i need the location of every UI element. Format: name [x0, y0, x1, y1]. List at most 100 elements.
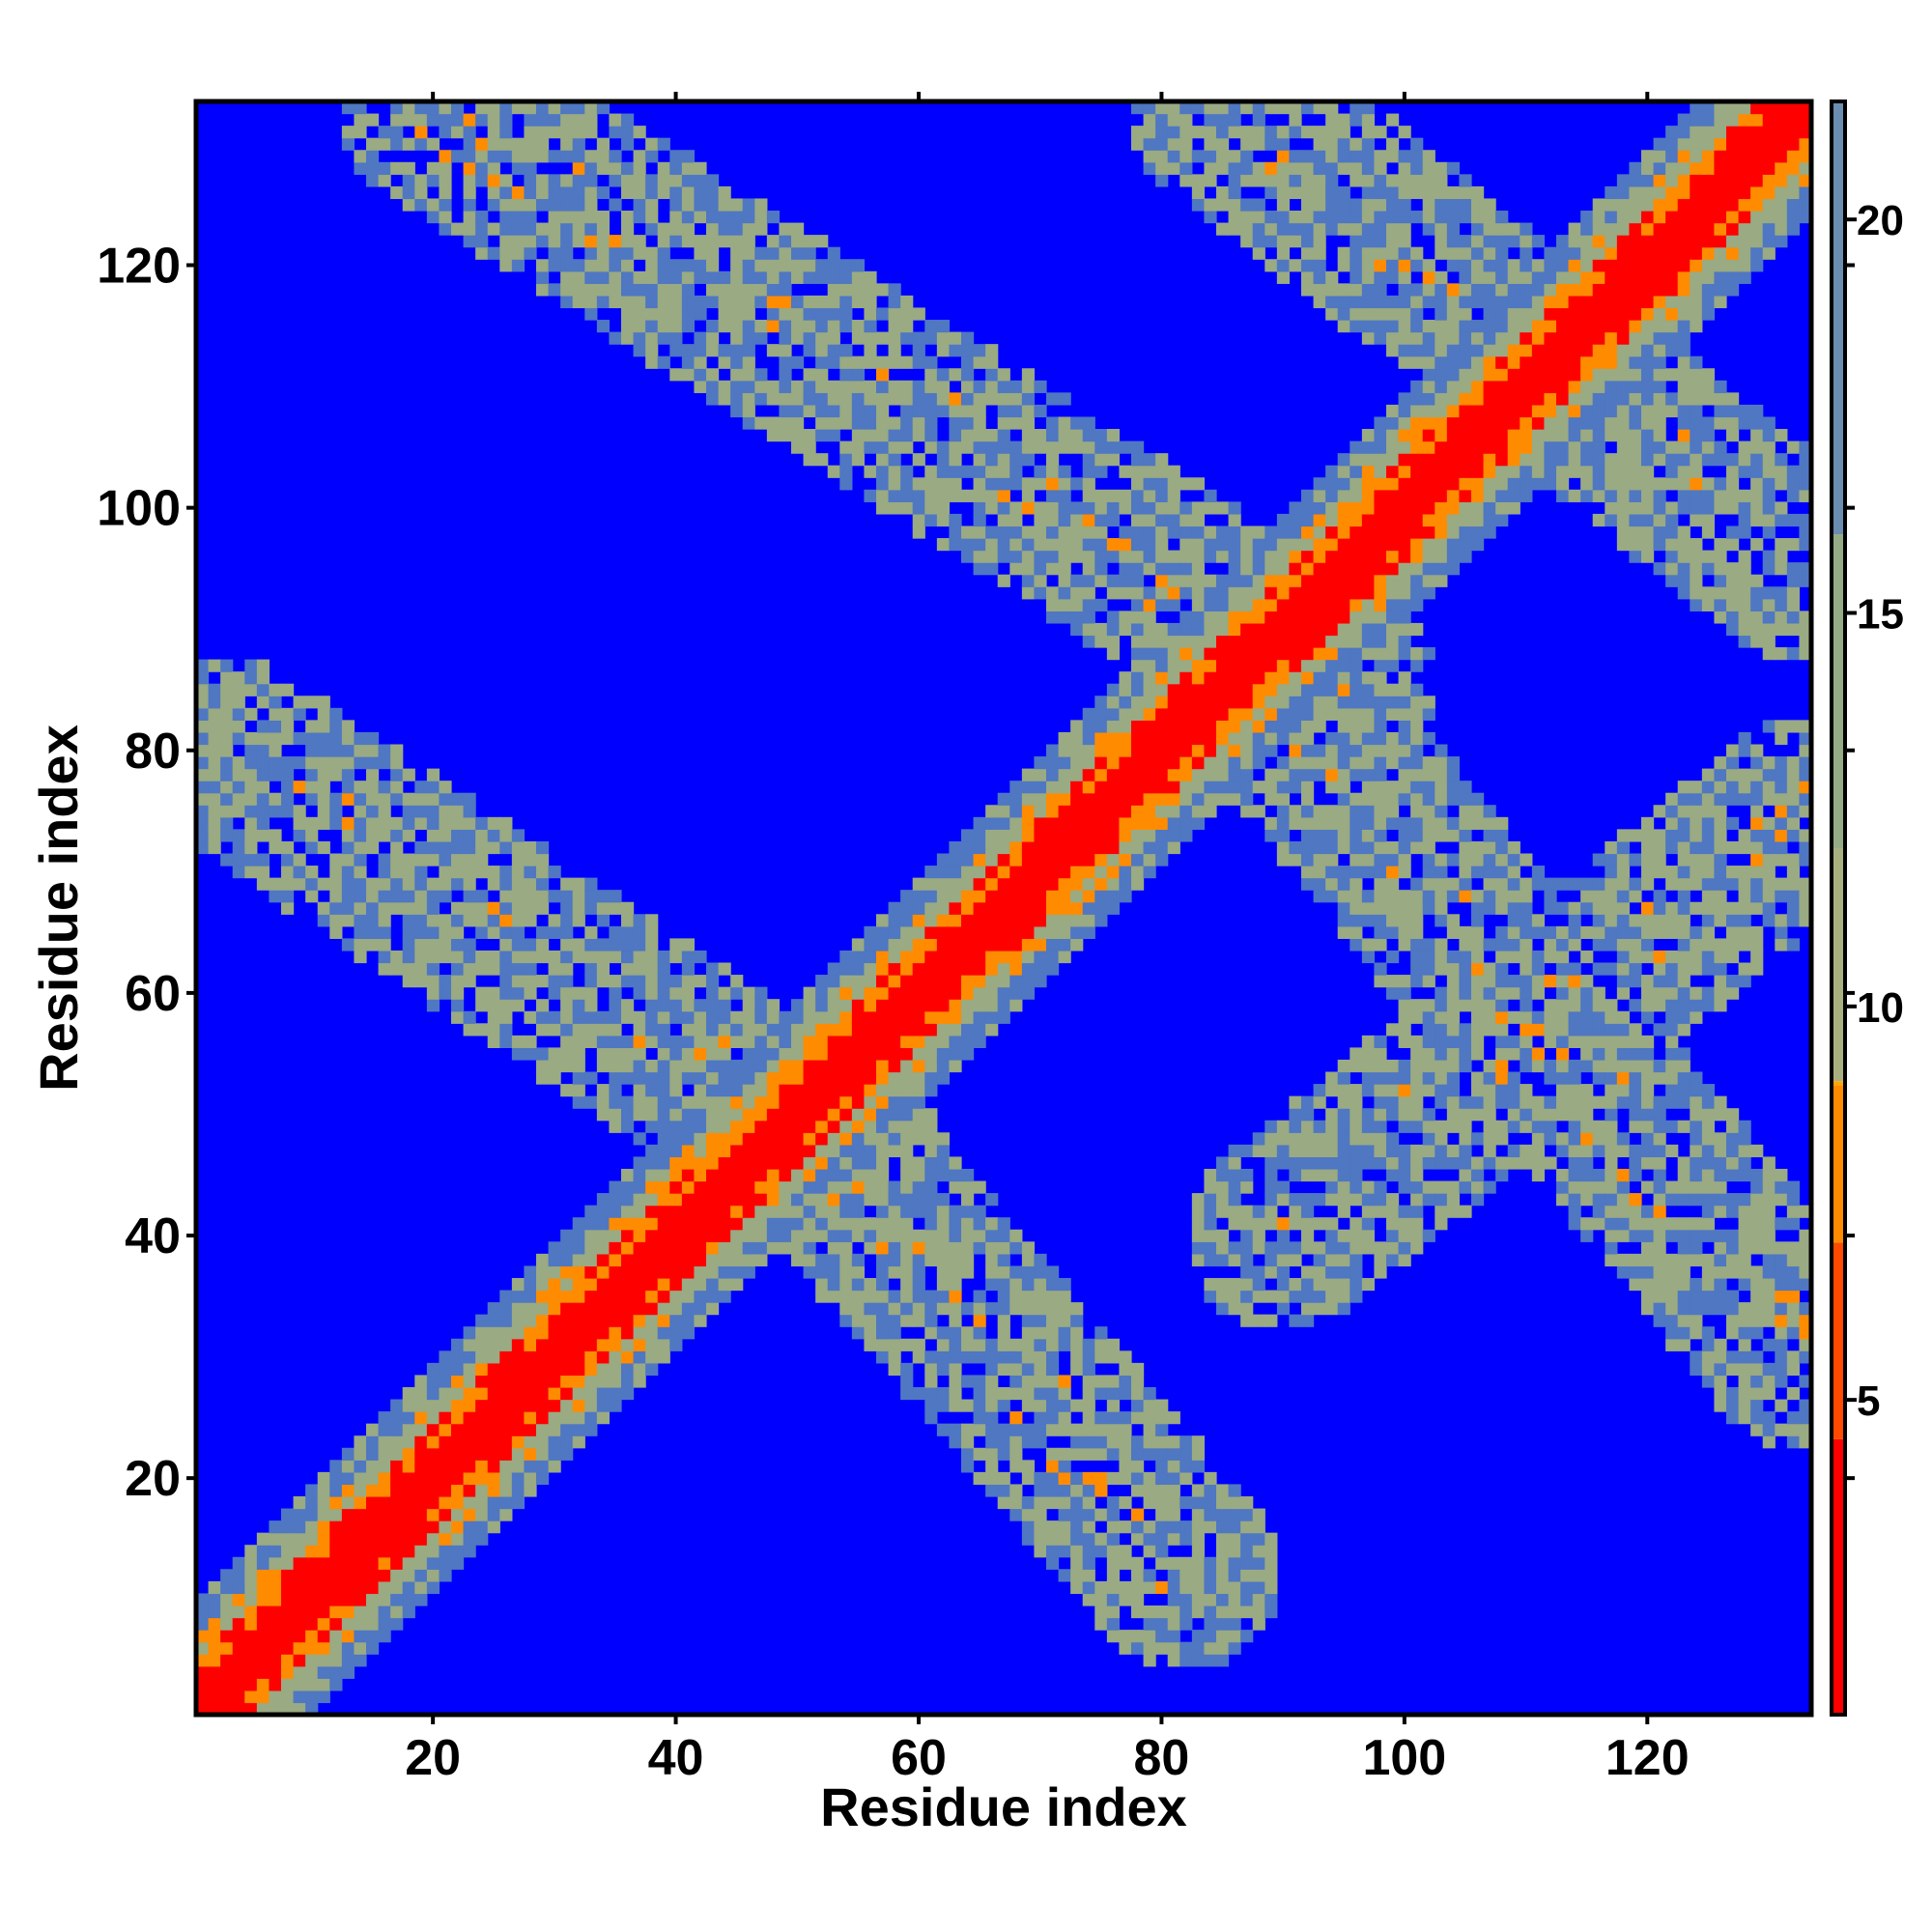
- heatmap-cell: [1204, 150, 1217, 163]
- heatmap-cell: [524, 1399, 537, 1412]
- heatmap-cell: [256, 1605, 270, 1619]
- heatmap-cell: [560, 235, 574, 248]
- heatmap-cell: [354, 101, 367, 115]
- heatmap-cell: [621, 1205, 635, 1218]
- heatmap-cell: [1034, 1532, 1047, 1546]
- heatmap-cell: [1058, 1399, 1071, 1412]
- heatmap-cell: [609, 890, 622, 903]
- heatmap-cell: [317, 744, 330, 757]
- heatmap-cell: [621, 1277, 635, 1292]
- heatmap-cell: [1374, 1193, 1387, 1207]
- heatmap-cell: [949, 1205, 962, 1218]
- heatmap-cell: [572, 1362, 585, 1377]
- heatmap-cell: [1119, 1386, 1132, 1401]
- heatmap-cell: [633, 975, 646, 988]
- heatmap-cell: [657, 1217, 670, 1231]
- heatmap-cell: [1386, 465, 1400, 478]
- heatmap-cell: [1082, 877, 1095, 891]
- heatmap-cell: [390, 1484, 404, 1497]
- heatmap-cell: [864, 331, 877, 345]
- heatmap-cell: [851, 1193, 866, 1207]
- heatmap-cell: [1119, 465, 1132, 478]
- heatmap-cell: [1191, 1593, 1206, 1606]
- heatmap-cell: [1410, 962, 1424, 976]
- heatmap-cell: [912, 938, 925, 952]
- heatmap-cell: [354, 1569, 367, 1582]
- heatmap-cell: [596, 1375, 611, 1388]
- heatmap-cell: [985, 938, 999, 952]
- heatmap-cell: [742, 1205, 755, 1218]
- heatmap-cell: [329, 1556, 343, 1570]
- heatmap-cell: [1228, 513, 1241, 527]
- heatmap-cell: [463, 1435, 476, 1449]
- heatmap-cell: [1301, 792, 1315, 806]
- heatmap-cell: [572, 1411, 585, 1425]
- heatmap-cell: [803, 1108, 816, 1122]
- heatmap-cell: [341, 1447, 355, 1461]
- heatmap-cell: [742, 1047, 755, 1061]
- heatmap-cell: [196, 707, 210, 721]
- heatmap-cell: [475, 1362, 489, 1377]
- heatmap-cell: [1374, 1241, 1387, 1255]
- heatmap-cell: [366, 925, 380, 939]
- heatmap-cell: [864, 1229, 877, 1242]
- heatmap-cell: [1325, 1144, 1339, 1158]
- heatmap-cell: [548, 1302, 561, 1316]
- heatmap-cell: [924, 1217, 938, 1231]
- heatmap-cell: [912, 1241, 925, 1255]
- heatmap-cell: [1374, 744, 1387, 757]
- heatmap-cell: [621, 1362, 635, 1377]
- heatmap-cell: [1009, 1362, 1023, 1377]
- heatmap-cell: [305, 768, 319, 781]
- heatmap-cell: [281, 1690, 295, 1704]
- heatmap-cell: [1276, 622, 1291, 637]
- heatmap-cell: [232, 840, 245, 855]
- heatmap-cell: [499, 1350, 513, 1364]
- heatmap-cell: [1289, 768, 1302, 781]
- heatmap-cell: [900, 477, 914, 491]
- heatmap-cell: [1240, 792, 1254, 806]
- heatmap-cell: [1021, 938, 1036, 952]
- heatmap-cell: [1313, 1277, 1326, 1292]
- heatmap-cell: [1398, 1180, 1411, 1194]
- heatmap-cell: [1179, 635, 1193, 648]
- heatmap-cell: [220, 1569, 234, 1582]
- heatmap-cell: [341, 792, 355, 806]
- heatmap-cell: [1361, 150, 1376, 163]
- heatmap-cell: [609, 1193, 622, 1207]
- heatmap-cell: [366, 161, 380, 175]
- heatmap-cell: [281, 1569, 295, 1582]
- heatmap-cell: [912, 1084, 925, 1097]
- heatmap-cell: [1361, 185, 1376, 200]
- heatmap-cell: [973, 416, 986, 430]
- heatmap-cell: [281, 1665, 295, 1679]
- heatmap-cell: [196, 1654, 210, 1667]
- heatmap-cell: [609, 1375, 622, 1388]
- heatmap-cell: [1313, 174, 1326, 187]
- heatmap-cell: [730, 392, 744, 406]
- heatmap-cell: [1155, 501, 1169, 515]
- heatmap-cell: [742, 270, 755, 284]
- heatmap-cell: [1106, 696, 1121, 709]
- heatmap-cell: [961, 331, 975, 345]
- heatmap-cell: [584, 975, 598, 988]
- heatmap-cell: [1009, 840, 1023, 855]
- heatmap-cell: [1106, 1435, 1121, 1449]
- heatmap-cell: [414, 1447, 428, 1461]
- heatmap-cell: [596, 211, 611, 224]
- heatmap-cell: [669, 331, 683, 345]
- heatmap-cell: [584, 950, 598, 964]
- heatmap-cell: [730, 331, 744, 345]
- heatmap-cell: [1143, 816, 1156, 830]
- heatmap-cell: [961, 1375, 975, 1388]
- heatmap-cell: [572, 1253, 585, 1267]
- heatmap-cell: [742, 368, 755, 382]
- heatmap-cell: [900, 501, 914, 515]
- heatmap-cell: [341, 901, 355, 915]
- heatmap-cell: [900, 320, 914, 333]
- heatmap-cell: [1313, 659, 1326, 672]
- heatmap-cell: [1252, 756, 1265, 770]
- heatmap-cell: [1167, 150, 1180, 163]
- heatmap-cell: [791, 1023, 805, 1037]
- heatmap-cell: [269, 829, 282, 842]
